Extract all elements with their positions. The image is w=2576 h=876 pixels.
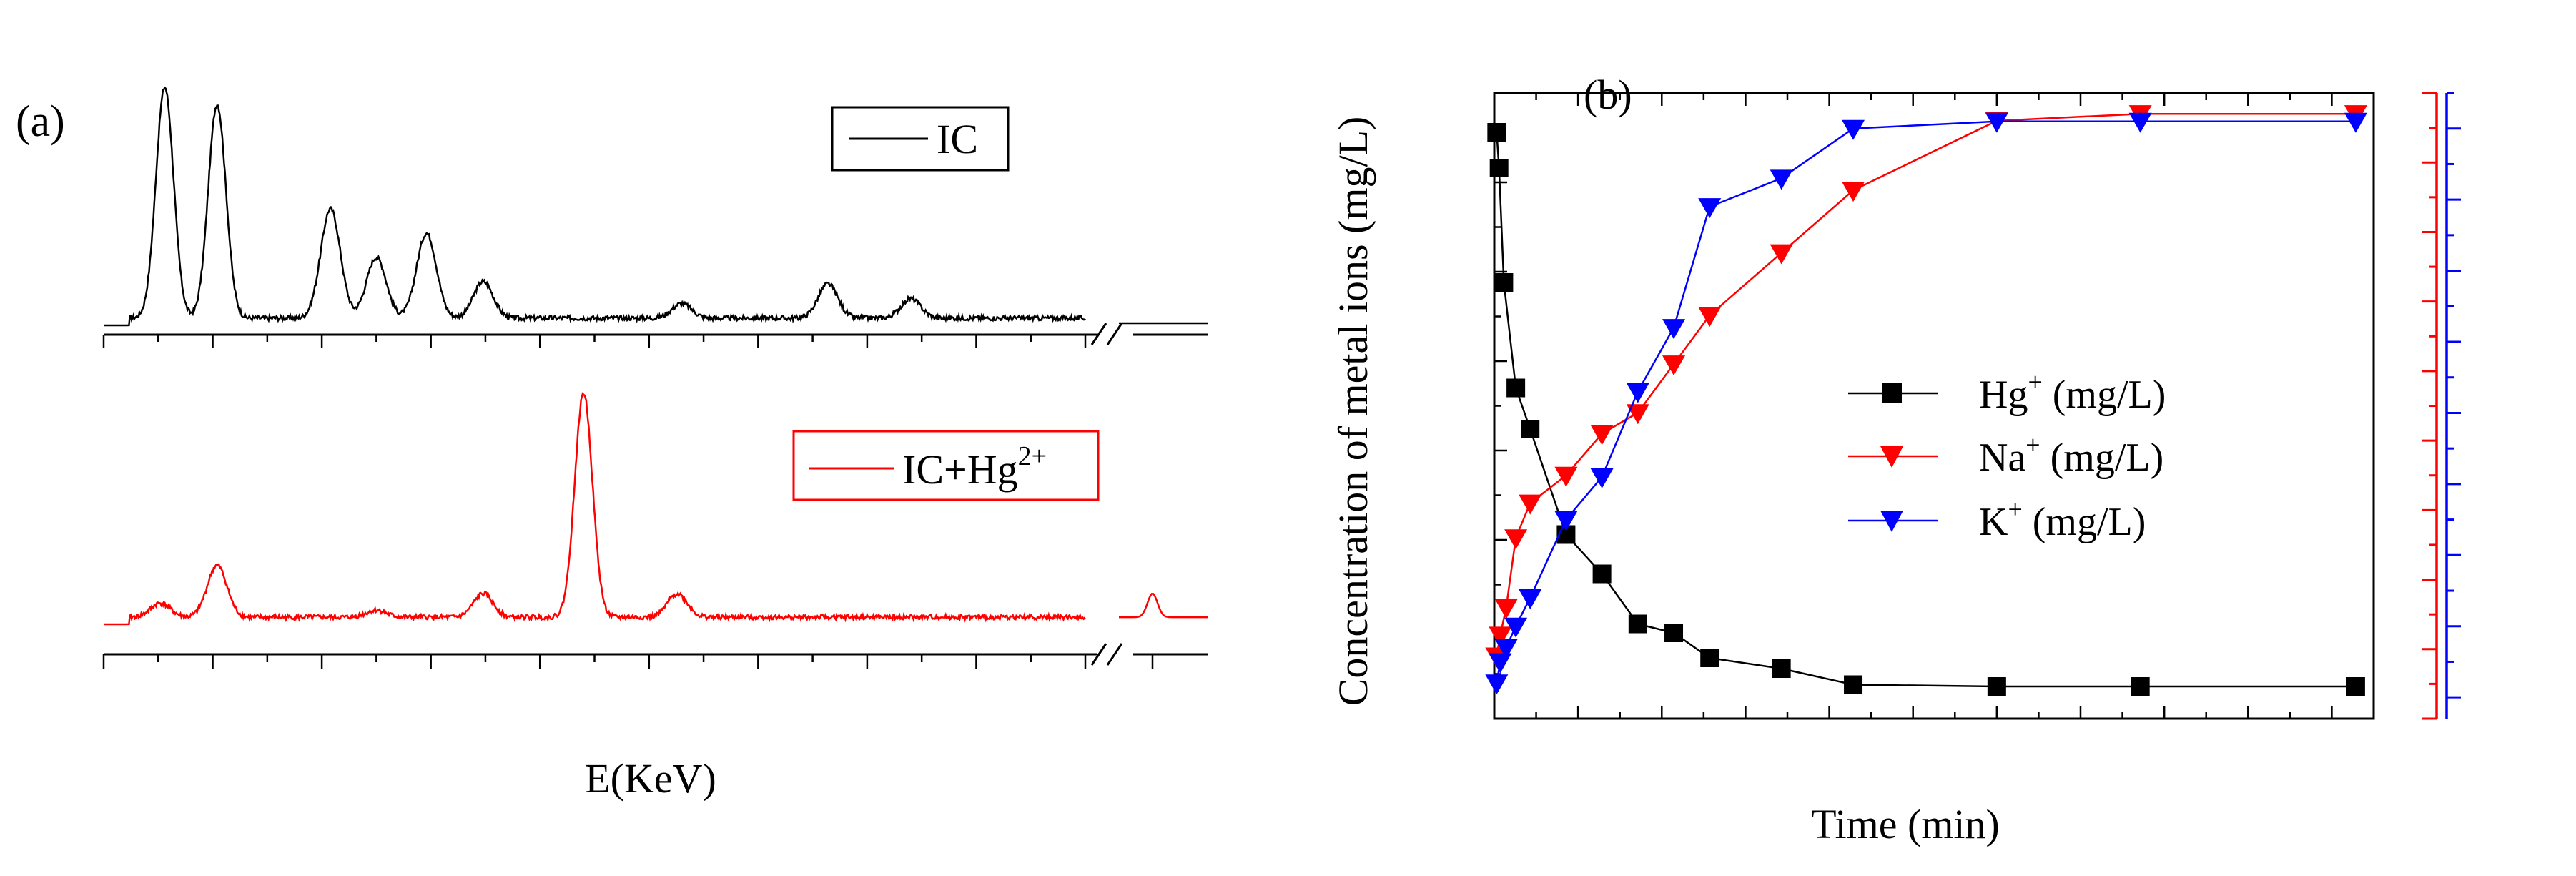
k-series-point (1554, 511, 1578, 531)
k-series-point (1662, 319, 1686, 340)
hg-series-point (1664, 624, 1684, 642)
hg-series-line (1496, 132, 2356, 688)
legend: Hg+ (mg/L) Na+ (mg/L) K+ (mg/L) (1848, 368, 2166, 544)
top-axis-break-mark (1090, 323, 1107, 345)
hg-series-point (1521, 420, 1540, 438)
na-series-point (1494, 599, 1518, 619)
na-series-point (1519, 494, 1542, 515)
eds-spectrum-ic (102, 86, 1208, 348)
hg-series-point (2346, 677, 2365, 696)
legend-ic-hg-label: IC+Hg2+ (902, 441, 1047, 493)
hg-series-point (1494, 273, 1514, 292)
top-axis-break-mark (1106, 323, 1123, 345)
x-axis-break-mark (1106, 643, 1123, 666)
plot-frame-box (1493, 92, 2375, 720)
panel-b-label: (b) (1584, 72, 1632, 118)
k-series-point (1770, 169, 1793, 190)
legend-hg-label: Hg+ (mg/L) (1979, 368, 2166, 417)
k-series-point (1842, 119, 1865, 140)
panel-b: (b) Hg+ (mg/L) Na+ (mg/L) K+ (mg/L) Time… (1330, 72, 2461, 847)
k-series-line (1496, 120, 2356, 684)
legend-na: Na+ (mg/L) (1848, 430, 2163, 480)
legend-na-label: Na+ (mg/L) (1979, 430, 2163, 480)
hg-series-point (1700, 649, 1719, 667)
na-series-point (1504, 529, 1528, 550)
na-series-point (1662, 355, 1686, 376)
k-series-point (1519, 589, 1542, 609)
k-series-point (1485, 674, 1509, 695)
na-series-point (1698, 307, 1722, 328)
k-series-point (1698, 198, 1722, 219)
hg-series-point (1592, 564, 1612, 584)
plot-frame (1493, 92, 2375, 720)
na-series-point (1554, 466, 1578, 487)
legend-k-label: K+ (mg/L) (1979, 495, 2146, 544)
energy-axis (102, 643, 1208, 669)
k-series-point (1985, 112, 2008, 133)
x-axis-break-mark (1090, 643, 1107, 666)
k-series-point (1504, 617, 1528, 638)
axes (1493, 92, 2461, 720)
ic-hg-spectrum-line (104, 392, 1087, 626)
hg-series-point (2131, 677, 2150, 696)
k-series-point (2344, 112, 2367, 133)
k-series-point (2128, 112, 2152, 133)
legend-hg: Hg+ (mg/L) (1848, 368, 2166, 417)
na-series-point (1489, 626, 1512, 647)
hg-series-point (1772, 659, 1791, 678)
ic-spectrum-line (104, 86, 1086, 327)
axis-label-time: Time (min) (1811, 801, 2000, 847)
hg-series-point (1844, 675, 1863, 694)
na-series-point (1770, 244, 1793, 265)
na-series-point (1842, 182, 1865, 202)
legend-ic-label: IC (937, 116, 978, 162)
hg-series-point (1489, 159, 1509, 177)
k-series-point (1489, 653, 1512, 674)
panel-a-label: (a) (16, 97, 65, 146)
legend-k: K+ (mg/L) (1848, 495, 2146, 544)
axis-label-concentration: Concentration of metal ions (mg/L) (1330, 117, 1376, 707)
series (1485, 105, 2367, 696)
hg-series-point (1506, 378, 1526, 398)
na-series-point (1626, 404, 1649, 425)
hg-series-point (1487, 123, 1506, 142)
eds-spectrum-ic-hg (104, 392, 1208, 626)
ic-hg-spectrum-after-break (1119, 593, 1208, 619)
legend-ic: IC (831, 106, 1010, 172)
k-series-point (1590, 468, 1614, 488)
panel-a: (a) IC IC+Hg2+ E(KeV) (16, 86, 1208, 802)
na-series-point (1590, 425, 1614, 446)
k-series-point (1494, 639, 1518, 659)
hg-series-point (1987, 677, 2006, 696)
legend-ic-hg: IC+Hg2+ (792, 430, 1100, 501)
k-series-point (1626, 383, 1649, 403)
hg-series-point (1628, 614, 1647, 634)
axis-label-energy: E(KeV) (585, 755, 716, 802)
na-series-line (1496, 112, 2356, 656)
